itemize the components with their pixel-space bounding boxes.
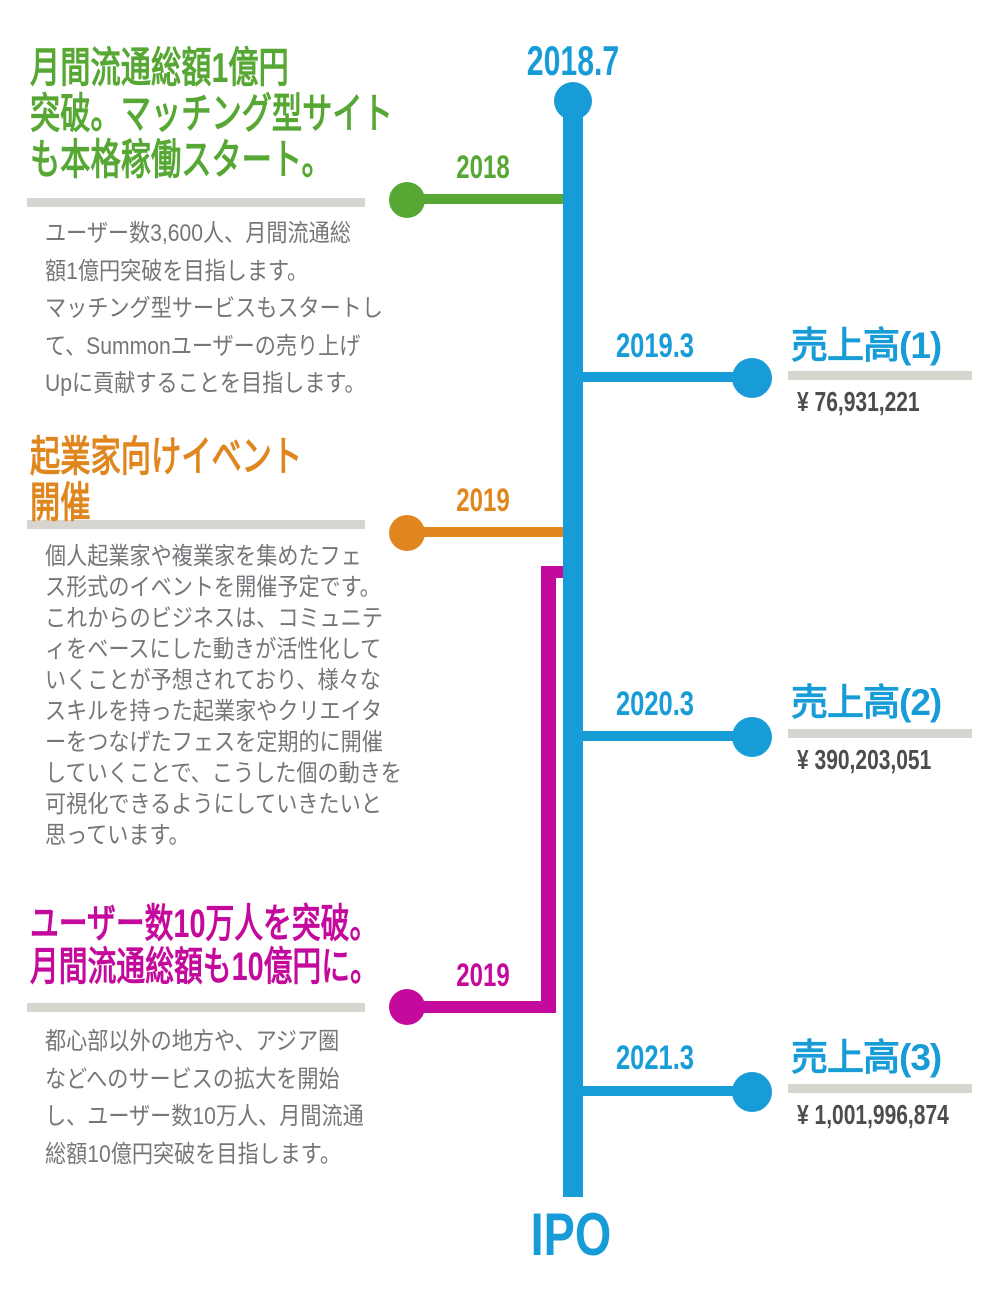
milestone-2018-dot bbox=[389, 182, 425, 218]
milestone-2019-event-year-label: 2019 bbox=[456, 482, 510, 518]
milestone-2018-branch-line bbox=[406, 194, 565, 204]
milestone-2019-event-heading: 起業家向けイベント 開催 bbox=[30, 433, 303, 526]
milestone-2018-divider bbox=[27, 198, 365, 207]
milestone-2019-users-connector-vertical bbox=[541, 566, 556, 1013]
revenue-2020-3-title: 売上高(2) bbox=[791, 682, 942, 723]
revenue-2019-3-underline bbox=[788, 371, 972, 380]
milestone-2019-users-dot bbox=[389, 989, 425, 1025]
revenue-2021-3-date-label: 2021.3 bbox=[616, 1039, 694, 1077]
revenue-2020-3-branch-line bbox=[573, 731, 733, 741]
timeline-start-label: 2018.7 bbox=[526, 37, 620, 84]
revenue-2019-3-branch-line bbox=[573, 372, 733, 382]
milestone-2019-users-divider bbox=[27, 1003, 365, 1012]
milestone-2019-users-body: 都心部以外の地方や、アジア圏 などへのサービスの拡大を開始 し、ユーザー数10万… bbox=[45, 1028, 364, 1168]
timeline-start-dot bbox=[554, 82, 592, 120]
milestone-2019-users-heading: ユーザー数10万人を突破。 月間流通総額も10億円に。 bbox=[30, 902, 379, 989]
revenue-2019-3-date-label: 2019.3 bbox=[616, 327, 694, 365]
milestone-2019-event-divider bbox=[27, 520, 365, 529]
milestone-2018-year-label: 2018 bbox=[456, 149, 510, 185]
revenue-2019-3-amount: ¥ 76,931,221 bbox=[797, 386, 920, 417]
revenue-2021-3-underline bbox=[788, 1084, 972, 1093]
milestone-2019-event-branch-line bbox=[406, 527, 565, 537]
timeline-spine bbox=[563, 100, 583, 1197]
revenue-2020-3-dot bbox=[732, 717, 772, 757]
milestone-2019-event-body: 個人起業家や複業家を集めたフェ ス形式のイベントを開催予定です。 これからのビジ… bbox=[45, 543, 402, 849]
revenue-2021-3-amount: ¥ 1,001,996,874 bbox=[797, 1099, 949, 1130]
milestone-2019-event-dot bbox=[389, 515, 425, 551]
revenue-2019-3-dot bbox=[732, 358, 772, 398]
revenue-2021-3-branch-line bbox=[573, 1086, 733, 1096]
milestone-2019-users-year-label: 2019 bbox=[456, 957, 510, 993]
revenue-2020-3-date-label: 2020.3 bbox=[616, 685, 694, 723]
revenue-2019-3-title: 売上高(1) bbox=[791, 325, 942, 366]
ipo-label: IPO bbox=[530, 1201, 612, 1268]
revenue-2021-3-title: 売上高(3) bbox=[791, 1037, 942, 1078]
revenue-2020-3-underline bbox=[788, 729, 972, 738]
milestone-2018-heading: 月間流通総額1億円 突破。マッチング型サイト も本格稼働スタート。 bbox=[30, 44, 393, 183]
revenue-2020-3-amount: ¥ 390,203,051 bbox=[797, 744, 932, 775]
revenue-2021-3-dot bbox=[732, 1072, 772, 1112]
milestone-2019-users-branch-line bbox=[404, 1001, 556, 1013]
milestone-2018-body: ユーザー数3,600人、月間流通総 額1億円突破を目指します。 マッチング型サー… bbox=[45, 220, 383, 397]
